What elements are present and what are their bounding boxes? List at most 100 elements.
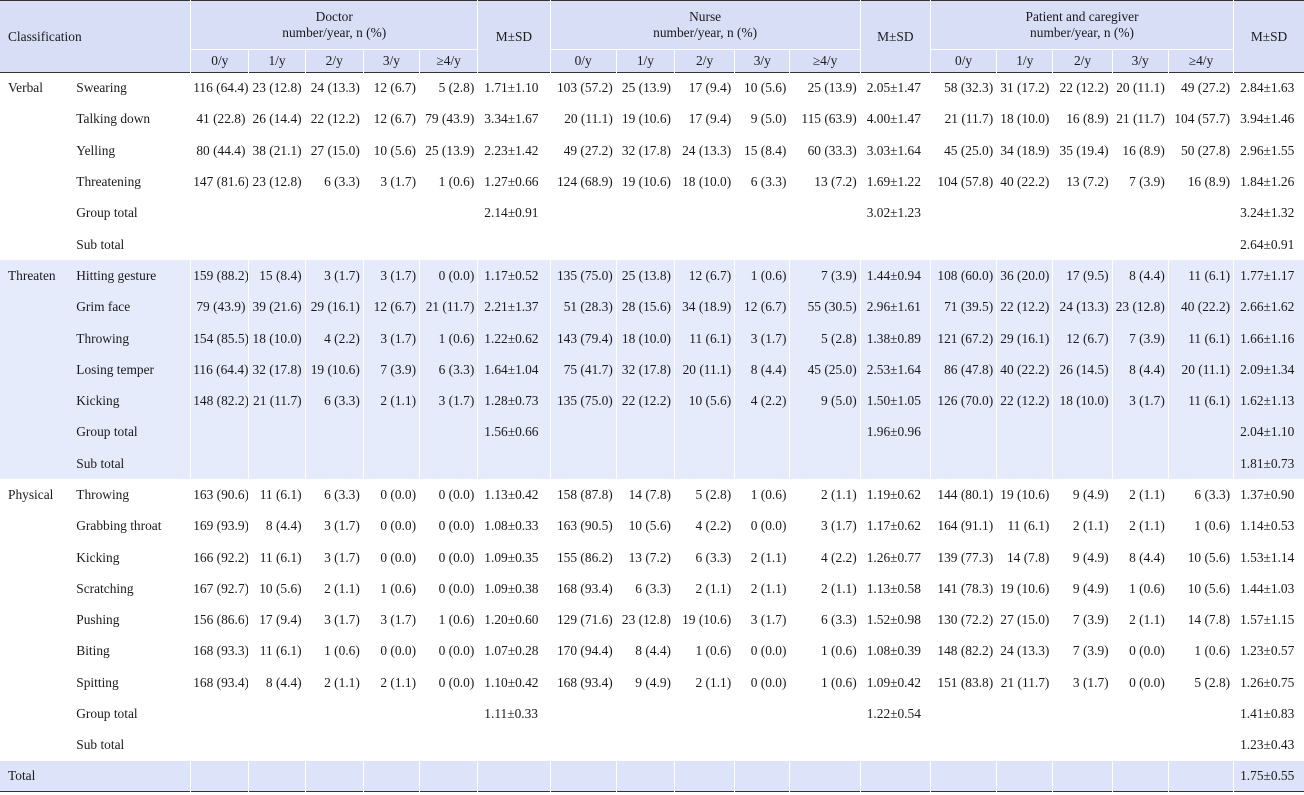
category-cell <box>0 667 72 698</box>
table-row: Group total 1.11±0.33 1.22±0.54 1.41±0.83 <box>0 698 1304 730</box>
nurse-count-cell: 135 (75.0) <box>549 260 617 292</box>
patient-count-cell: 13 (7.2) <box>1052 166 1113 198</box>
patient-msd-cell: 1.23±0.57 <box>1233 635 1304 668</box>
table-row: Yelling 80 (44.4) 38 (21.1) 27 (15.0) 10 (5.… <box>0 135 1304 167</box>
category-cell <box>0 448 73 480</box>
doctor-count-cell: 21 (11.7) <box>248 385 306 417</box>
patient-msd-cell: 1.84±1.26 <box>1233 166 1304 198</box>
doctor-count-cell <box>190 416 249 449</box>
doctor-count-cell <box>190 197 249 229</box>
patient-count-cell <box>996 698 1053 730</box>
nurse-msd-cell: 1.38±0.89 <box>859 322 931 355</box>
doctor-count-cell <box>248 228 306 261</box>
doctor-count-cell: 41 (22.8) <box>190 103 249 136</box>
section-verbal: Verbal Swearing 116 (64.4) 23 (12.8) 24 (13.… <box>0 72 1304 261</box>
doctor-count-cell: 12 (6.7) <box>362 291 420 323</box>
item-label: Pushing <box>76 612 120 628</box>
doctor-count-cell: 0 (0.0) <box>419 635 478 668</box>
nurse-count-cell <box>673 448 735 480</box>
nurse-count-cell <box>789 416 861 449</box>
doctor-msd-cell: 1.20±0.60 <box>477 604 551 636</box>
patient-count-cell: 121 (67.2) <box>929 322 997 355</box>
table-row: Scratching 167 (92.7) 10 (5.6) 2 (1.1) 1 (0.… <box>0 573 1304 605</box>
nurse-count-cell: 7 (3.9) <box>789 260 861 292</box>
patient-count-cell <box>1111 416 1169 449</box>
nurse-msd-cell: 1.17±0.62 <box>859 510 931 542</box>
freq-header: 2/y <box>673 49 735 73</box>
nurse-count-cell: 10 (5.6) <box>615 510 675 542</box>
category-cell <box>0 322 73 355</box>
patient-count-cell: 6 (3.3) <box>1167 479 1234 511</box>
category-cell <box>0 166 72 197</box>
item-label: Kicking <box>72 385 191 417</box>
patient-count-cell <box>1052 448 1113 480</box>
patient-count-cell <box>929 698 997 730</box>
patient-count-cell <box>1052 197 1113 229</box>
doctor-count-cell: 19 (10.6) <box>304 354 364 386</box>
nurse-count-cell: 135 (75.0) <box>549 385 617 417</box>
doctor-count-cell: 116 (64.4) <box>190 354 249 386</box>
nurse-count-cell <box>673 416 735 449</box>
nurse-count-cell: 168 (93.4) <box>549 667 617 699</box>
doctor-msd-cell: 1.56±0.66 <box>477 416 551 449</box>
freq-header: ≥4/y <box>1167 49 1234 73</box>
doctor-count-cell: 6 (3.3) <box>304 385 364 417</box>
patient-count-cell: 8 (4.4) <box>1111 541 1169 574</box>
item-label: Hitting gesture <box>72 260 191 292</box>
freq-header: 3/y <box>734 49 790 73</box>
nurse-count-cell: 20 (11.1) <box>549 103 617 136</box>
doctor-count-cell: 8 (4.4) <box>248 667 306 699</box>
nurse-msd-cell: 1.19±0.62 <box>859 479 931 511</box>
patient-count-cell: 18 (10.0) <box>1052 385 1113 417</box>
nurse-count-cell <box>549 698 617 730</box>
freq-header: 3/y <box>362 49 420 73</box>
doctor-msd-cell <box>477 448 551 480</box>
patient-msd-cell: 2.96±1.55 <box>1233 135 1304 167</box>
item-label: Threatening <box>76 174 141 190</box>
doctor-count-cell: 167 (92.7) <box>190 573 249 605</box>
patient-count-cell: 5 (2.8) <box>1167 667 1234 699</box>
nurse-count-cell: 15 (8.4) <box>734 135 790 167</box>
doctor-count-cell <box>362 197 420 229</box>
nurse-count-cell: 0 (0.0) <box>734 510 790 542</box>
patient-count-cell: 2 (1.1) <box>1052 510 1113 542</box>
total-label: Total <box>0 761 191 792</box>
patient-count-cell <box>1111 729 1169 762</box>
nurse-count-cell: 28 (15.6) <box>615 291 675 323</box>
freq-header: 2/y <box>304 49 364 73</box>
nurse-count-cell <box>734 228 790 261</box>
doctor-count-cell: 11 (6.1) <box>248 541 306 574</box>
nurse-count-cell: 45 (25.0) <box>789 354 861 386</box>
doctor-count-cell: 3 (1.7) <box>362 604 420 636</box>
patient-count-cell: 71 (39.5) <box>929 291 997 323</box>
patient-count-cell: 2 (1.1) <box>1111 479 1169 511</box>
freq-header: ≥4/y <box>789 49 861 73</box>
item-label: Yelling <box>76 142 116 158</box>
item-label: Sub total <box>76 737 125 753</box>
item-label: Grabbing throat <box>76 518 162 534</box>
item-label: Throwing <box>76 487 130 502</box>
nurse-count-cell: 25 (13.9) <box>789 72 861 104</box>
nurse-count-cell: 22 (12.2) <box>615 385 675 417</box>
patient-count-cell: 3 (1.7) <box>1052 667 1113 699</box>
doctor-count-cell: 0 (0.0) <box>419 479 478 511</box>
patient-count-cell: 14 (7.8) <box>1167 604 1234 636</box>
nurse-count-cell <box>734 416 790 449</box>
doctor-count-cell <box>248 197 306 229</box>
nurse-count-cell: 8 (4.4) <box>615 635 675 668</box>
patient-count-cell: 126 (70.0) <box>929 385 997 417</box>
patient-count-cell: 26 (14.5) <box>1052 354 1113 386</box>
patient-count-cell: 50 (27.8) <box>1167 135 1234 167</box>
nurse-count-cell: 25 (13.9) <box>615 72 675 104</box>
item-label: Group total <box>72 416 191 449</box>
nurse-count-cell: 124 (68.9) <box>549 166 617 198</box>
patient-count-cell: 1 (0.6) <box>1167 510 1234 542</box>
nurse-count-cell <box>673 197 735 229</box>
table-row: Kicking 148 (82.2) 21 (11.7) 6 (3.3) 2 (1.1)… <box>0 385 1304 417</box>
doctor-msd-cell: 1.09±0.35 <box>477 541 551 574</box>
patient-count-cell <box>1052 228 1113 261</box>
doctor-msd-cell: 1.22±0.62 <box>477 322 551 355</box>
nurse-count-cell: 49 (27.2) <box>549 135 617 167</box>
doctor-count-cell: 22 (12.2) <box>304 103 364 136</box>
patient-count-cell <box>1167 197 1234 229</box>
